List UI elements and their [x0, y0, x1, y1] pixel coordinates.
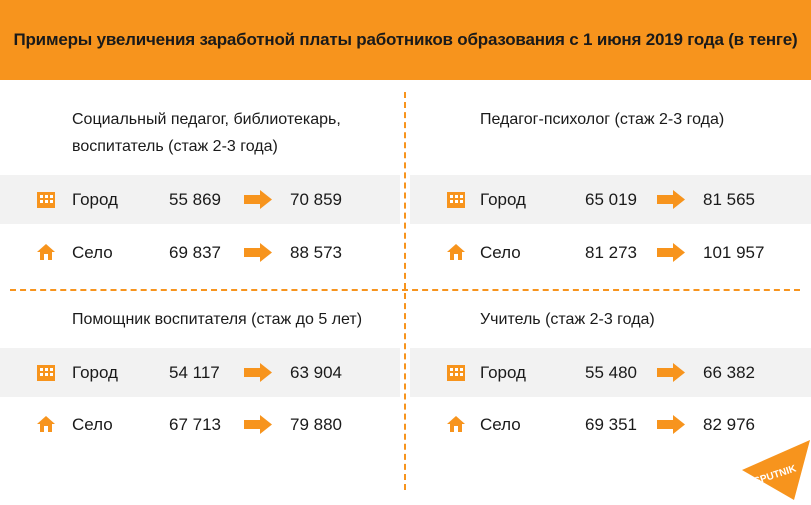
house-icon	[37, 416, 55, 432]
table-row: Село 67 713 79 880	[0, 400, 400, 449]
section-title: Социальный педагог, библиотекарь, воспит…	[72, 106, 341, 160]
new-salary: 81 565	[703, 190, 755, 209]
building-icon	[37, 192, 55, 208]
building-icon	[37, 365, 55, 381]
old-salary: 54 117	[169, 363, 220, 382]
house-icon	[37, 244, 55, 260]
building-icon	[447, 365, 465, 381]
row-label: Село	[480, 415, 521, 434]
arrow-right-icon	[657, 415, 685, 434]
row-label: Город	[72, 363, 118, 382]
old-salary: 67 713	[169, 415, 221, 434]
row-label: Город	[480, 190, 526, 209]
old-salary: 69 351	[585, 415, 637, 434]
old-salary: 55 869	[169, 190, 221, 209]
section-title-line: Помощник воспитателя (стаж до 5 лет)	[72, 311, 363, 328]
house-icon	[447, 416, 465, 432]
table-row: Село 69 837 88 573	[0, 228, 400, 277]
row-label: Село	[480, 243, 521, 262]
arrow-right-icon	[657, 243, 685, 262]
section-title: Помощник воспитателя (стаж до 5 лет)	[72, 306, 362, 333]
row-label: Город	[480, 363, 526, 382]
old-salary: 81 273	[585, 243, 637, 262]
house-icon	[447, 244, 465, 260]
new-salary: 63 904	[290, 363, 342, 382]
section-title: Учитель (стаж 2-3 года)	[480, 306, 655, 333]
arrow-right-icon	[244, 415, 272, 434]
building-icon	[447, 192, 465, 208]
section-title-line: Социальный педагог, библиотекарь,	[72, 111, 341, 128]
new-salary: 66 382	[703, 363, 755, 382]
new-salary: 82 976	[703, 415, 755, 434]
header-bar: Примеры увеличения заработной платы рабо…	[0, 0, 811, 80]
arrow-right-icon	[244, 243, 272, 262]
page-title: Примеры увеличения заработной платы рабо…	[13, 30, 798, 49]
section-title-line: воспитатель (стаж 2-3 года)	[72, 138, 278, 155]
row-label: Город	[72, 190, 118, 209]
old-salary: 65 019	[585, 190, 637, 209]
vertical-divider	[404, 92, 406, 490]
section-title-line: Учитель (стаж 2-3 года)	[480, 311, 655, 328]
arrow-right-icon	[244, 363, 272, 382]
table-row: Город 65 019 81 565	[410, 175, 811, 224]
row-label: Село	[72, 243, 113, 262]
new-salary: 79 880	[290, 415, 342, 434]
old-salary: 69 837	[169, 243, 221, 262]
arrow-right-icon	[657, 363, 685, 382]
table-row: Село 69 351 82 976	[410, 400, 755, 449]
new-salary: 101 957	[703, 243, 765, 262]
arrow-right-icon	[244, 190, 272, 209]
table-row: Город 54 117 63 904	[0, 348, 400, 397]
table-row: Село 81 273 101 957	[410, 228, 811, 277]
section-title-line: Педагог-психолог (стаж 2-3 года)	[480, 111, 725, 128]
new-salary: 88 573	[290, 243, 342, 262]
new-salary: 70 859	[290, 190, 342, 209]
section-title: Педагог-психолог (стаж 2-3 года)	[480, 106, 724, 133]
table-row: Город 55 869 70 859	[0, 175, 400, 224]
old-salary: 55 480	[585, 363, 637, 382]
table-row: Город 55 480 66 382	[410, 348, 811, 397]
arrow-right-icon	[657, 190, 685, 209]
horizontal-divider	[10, 289, 800, 291]
row-label: Село	[72, 415, 113, 434]
sputnik-logo: SPUTNIK	[742, 440, 810, 500]
